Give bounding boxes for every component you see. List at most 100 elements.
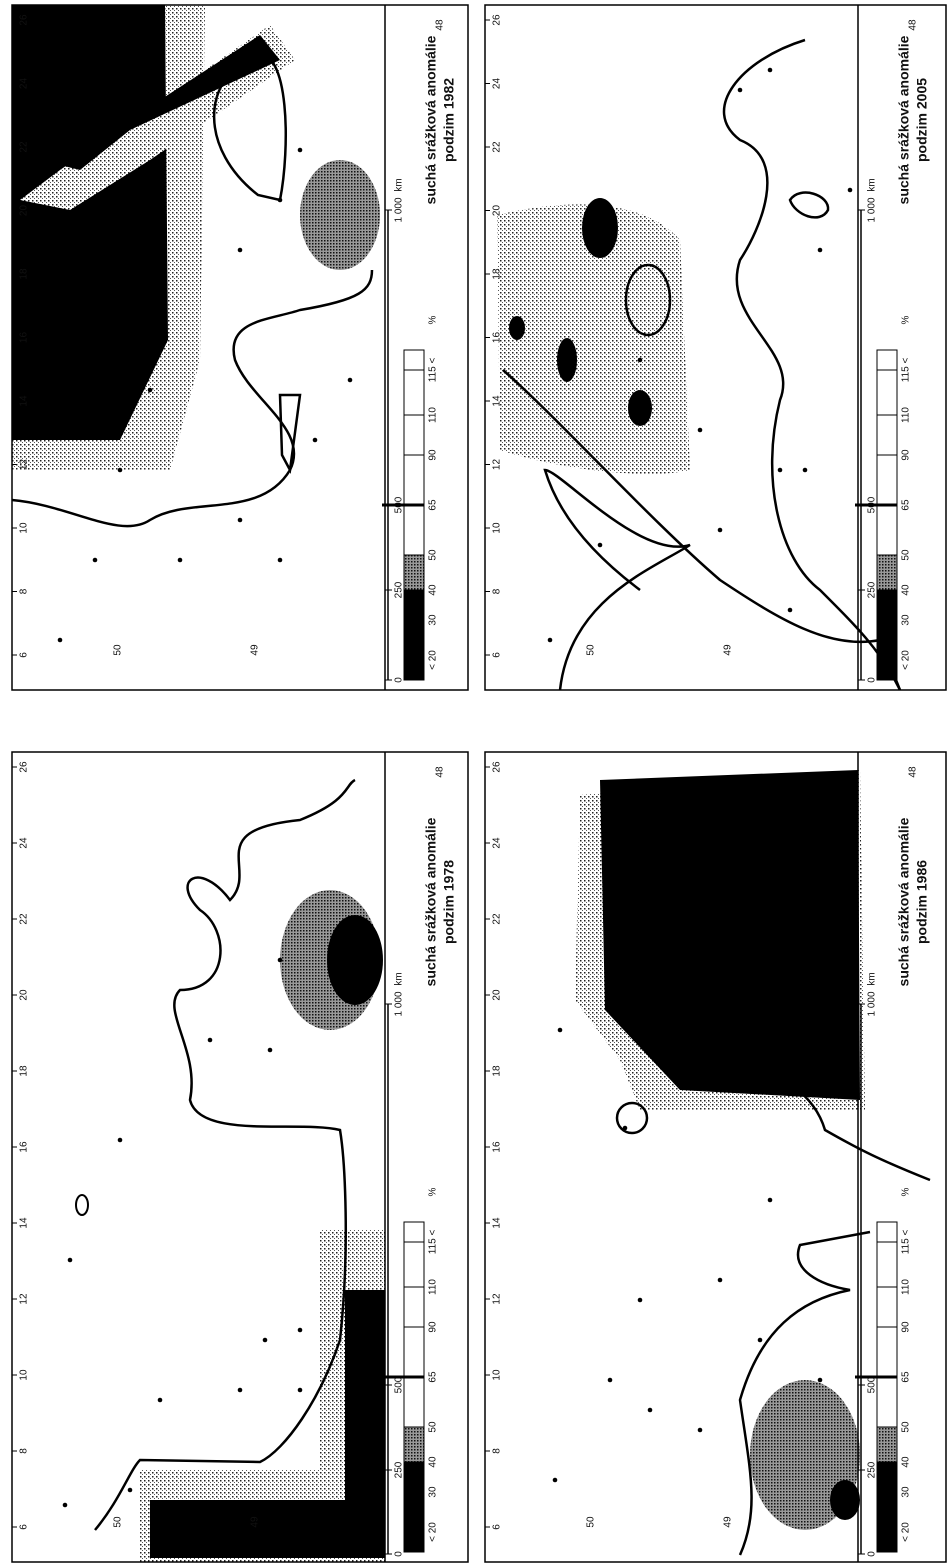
- station: [68, 1258, 73, 1263]
- longitude-label: 24: [492, 78, 503, 90]
- longitude-label: 20: [19, 989, 30, 1001]
- longitude-label: 8: [492, 588, 503, 594]
- station: [263, 1338, 268, 1343]
- station: [558, 1028, 563, 1033]
- legend-label: 65: [901, 499, 912, 511]
- legend-label: 40: [901, 1456, 912, 1468]
- anomaly-area: [12, 5, 168, 440]
- legend-label: 115 <: [901, 358, 912, 383]
- scale-label: 1 000: [867, 197, 878, 222]
- latitude-label: 50: [586, 644, 597, 656]
- scale-label: 0: [867, 677, 878, 683]
- scale-unit: km: [394, 972, 405, 985]
- longitude-label: 10: [19, 1369, 30, 1381]
- anomaly-area: [150, 1290, 385, 1558]
- anomaly-area: [830, 1480, 860, 1520]
- longitude-label: 8: [19, 1448, 30, 1454]
- scale-label: 0: [394, 677, 405, 683]
- legend-unit: %: [428, 1187, 439, 1196]
- station: [648, 1408, 653, 1413]
- longitude-label: 8: [492, 1448, 503, 1454]
- station: [848, 188, 853, 193]
- scale-label: 1 000: [394, 991, 405, 1016]
- map-title: suchá srážková anomálie: [896, 35, 912, 204]
- longitude-label: 16: [19, 1141, 30, 1153]
- map-subtitle: podzim 1982: [441, 78, 457, 162]
- station: [278, 198, 283, 203]
- scale-unit: km: [867, 972, 878, 985]
- station: [718, 528, 723, 533]
- station: [598, 543, 603, 548]
- longitude-label: 18: [492, 1065, 503, 1077]
- station: [798, 1088, 803, 1093]
- anomaly-area: [582, 198, 618, 258]
- scale-label: 1 000: [867, 991, 878, 1016]
- station: [638, 358, 643, 363]
- longitude-label: 26: [492, 14, 503, 26]
- station: [208, 1038, 213, 1043]
- legend-label: 110: [428, 407, 439, 423]
- legend-label: 110: [901, 407, 912, 423]
- longitude-label: 12: [19, 1293, 30, 1305]
- contour: [545, 470, 690, 690]
- station: [158, 1398, 163, 1403]
- legend-label: 30: [428, 614, 439, 626]
- anomaly-area: [557, 338, 577, 382]
- station: [698, 1428, 703, 1433]
- legend-label: 115 <: [428, 1230, 439, 1255]
- legend-class: [404, 1427, 424, 1462]
- longitude-label: 8: [19, 588, 30, 594]
- longitude-label: 6: [492, 652, 503, 658]
- legend-label: 110: [901, 1279, 912, 1295]
- station: [348, 378, 353, 383]
- map-subtitle: podzim 2005: [914, 78, 930, 162]
- legend-class: [404, 1462, 424, 1552]
- station: [818, 248, 823, 253]
- legend-class: [404, 350, 424, 555]
- station: [548, 638, 553, 643]
- legend-label: 50: [428, 549, 439, 561]
- legend-unit: %: [901, 315, 912, 324]
- longitude-label: 20: [492, 205, 503, 217]
- legend-label: 115 <: [901, 1230, 912, 1255]
- anomaly-area: [300, 160, 380, 270]
- legend-label: 50: [901, 549, 912, 561]
- latitude-label: 49: [250, 644, 261, 656]
- legend-label: 90: [901, 449, 912, 461]
- map-title: suchá srážková anomálie: [896, 817, 912, 986]
- legend-label: 50: [428, 1421, 439, 1433]
- longitude-label: 24: [492, 837, 503, 849]
- longitude-label: 10: [492, 1369, 503, 1381]
- longitude-label: 16: [19, 332, 30, 344]
- legend-label: 90: [901, 1321, 912, 1333]
- longitude-label: 12: [19, 459, 30, 471]
- station: [238, 1388, 243, 1393]
- legend-label: 30: [901, 614, 912, 626]
- longitude-label: 10: [19, 522, 30, 534]
- station: [698, 428, 703, 433]
- legend-unit: %: [428, 315, 439, 324]
- longitude-label: 26: [19, 14, 30, 26]
- longitude-label: 6: [492, 1524, 503, 1530]
- longitude-label: 14: [19, 1217, 30, 1229]
- legend-label: 90: [428, 449, 439, 461]
- map-subtitle: podzim 1986: [914, 860, 930, 944]
- anomaly-area: [509, 316, 525, 340]
- latitude-label: 48: [908, 19, 919, 31]
- latitude-label: 50: [113, 644, 124, 656]
- station: [238, 248, 243, 253]
- station: [298, 148, 303, 153]
- station: [553, 1478, 558, 1483]
- scale-label: 500: [867, 1376, 878, 1393]
- longitude-label: 16: [492, 332, 503, 344]
- station: [118, 1138, 123, 1143]
- latitude-label: 50: [586, 1516, 597, 1528]
- map-subtitle: podzim 1978: [441, 860, 457, 944]
- legend-class: [877, 590, 897, 680]
- station: [788, 608, 793, 613]
- anomaly-area: [327, 915, 383, 1005]
- scale-label: 0: [394, 1551, 405, 1557]
- legend-label: 65: [428, 1371, 439, 1383]
- station: [128, 1488, 133, 1493]
- contour: [280, 395, 300, 470]
